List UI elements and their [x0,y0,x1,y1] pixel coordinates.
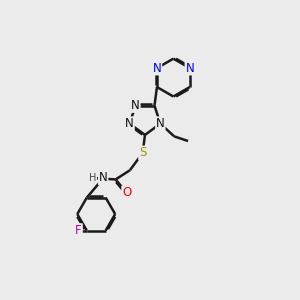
Text: N: N [156,117,165,130]
Text: N: N [131,99,140,112]
Text: N: N [185,61,194,75]
Text: N: N [125,117,134,130]
Text: N: N [99,171,107,184]
Text: O: O [122,186,131,199]
Text: N: N [153,61,161,75]
Text: S: S [139,146,146,159]
Text: F: F [75,224,82,237]
Text: H: H [89,173,96,183]
